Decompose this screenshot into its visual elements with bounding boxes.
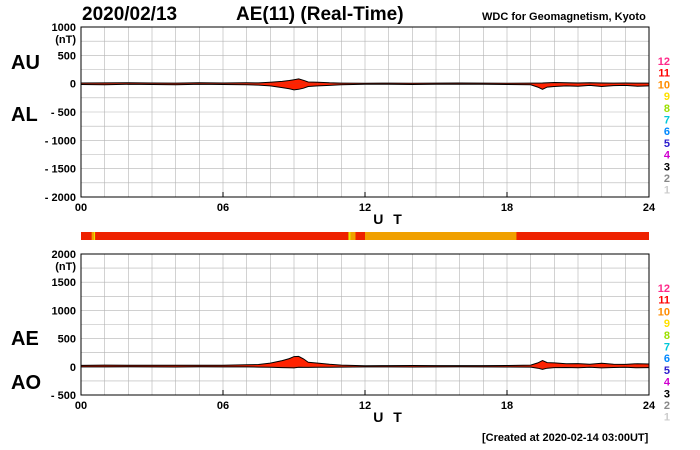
y-unit-label: (nT) [55, 34, 76, 46]
station-legend-item: 10 [658, 306, 670, 318]
station-legend-item: 4 [664, 377, 671, 389]
ao-axis-label: AO [11, 372, 41, 394]
y-tick-label: 500 [58, 50, 76, 62]
status-segment [94, 232, 96, 240]
station-legend-item: 1 [664, 185, 670, 197]
y-tick-label: 1000 [52, 22, 76, 34]
y-tick-label: 2000 [52, 249, 76, 261]
x-tick-label: 18 [501, 202, 513, 214]
series-line-ae [80, 355, 650, 367]
status-segment [91, 232, 95, 240]
station-legend-item: 2 [664, 173, 670, 185]
al-axis-label: AL [11, 104, 38, 126]
station-legend-item: 1 [664, 412, 670, 424]
station-legend-item: 3 [664, 388, 670, 400]
station-legend-item: 2 [664, 400, 670, 412]
y-tick-label: 500 [58, 334, 76, 346]
chart-date: 2020/02/13 [82, 4, 178, 25]
x-tick-label: 06 [217, 202, 229, 214]
chart-title: AE(11) (Real-Time) [236, 4, 404, 25]
station-legend-item: 10 [658, 79, 670, 91]
x-tick-label: 18 [501, 400, 513, 412]
x-tick-label: 00 [75, 202, 87, 214]
x-tick-label: 12 [359, 202, 371, 214]
y-tick-label: - 1000 [45, 135, 76, 147]
au-axis-label: AU [11, 52, 40, 74]
x-tick-label: 24 [643, 400, 656, 412]
station-legend-item: 11 [658, 68, 670, 80]
x-tick-label: 12 [359, 400, 371, 412]
data-credit: WDC for Geomagnetism, Kyoto [482, 11, 646, 23]
status-segment [516, 232, 649, 240]
y-unit-label: (nT) [55, 261, 76, 273]
x-tick-label: 24 [643, 202, 656, 214]
station-legend-item: 8 [664, 330, 670, 342]
y-tick-label: - 500 [51, 107, 76, 119]
y-tick-label: - 500 [51, 390, 76, 402]
station-legend-item: 11 [658, 295, 670, 307]
station-legend-item: 6 [664, 353, 670, 365]
station-legend-item: 5 [664, 365, 670, 377]
ae-axis-label: AE [11, 328, 39, 350]
series-line-au [80, 78, 649, 84]
created-timestamp: [Created at 2020-02-14 03:00UT] [482, 432, 649, 444]
status-segment [350, 232, 356, 240]
series-line-al [80, 83, 650, 91]
y-tick-label: 1500 [52, 277, 76, 289]
x-axis-title: U T [373, 211, 405, 227]
x-tick-label: 06 [217, 400, 229, 412]
station-legend-item: 5 [664, 138, 670, 150]
status-bar [81, 232, 649, 240]
station-legend-item: 9 [664, 91, 670, 103]
y-tick-label: 0 [70, 362, 76, 374]
series-line-ao [81, 366, 650, 370]
y-tick-label: - 1500 [45, 164, 76, 176]
status-segment [365, 232, 517, 240]
station-legend-item: 3 [664, 161, 670, 173]
status-segment [81, 232, 92, 240]
station-legend-item: 12 [658, 56, 670, 68]
x-axis-title: U T [373, 409, 405, 425]
station-legend-item: 6 [664, 126, 670, 138]
x-tick-label: 00 [75, 400, 87, 412]
station-legend-item: 4 [664, 150, 671, 162]
station-legend-item: 7 [664, 342, 670, 354]
status-segment [95, 232, 349, 240]
station-legend-item: 12 [658, 283, 670, 295]
series-area-ae [81, 356, 649, 367]
y-tick-label: - 2000 [45, 192, 76, 204]
y-tick-label: 0 [70, 79, 76, 91]
status-segment [348, 232, 351, 240]
station-legend-item: 8 [664, 103, 670, 115]
station-legend-item: 7 [664, 115, 670, 127]
y-tick-label: 1000 [52, 305, 76, 317]
status-segment [355, 232, 365, 240]
station-legend-item: 9 [664, 318, 670, 330]
